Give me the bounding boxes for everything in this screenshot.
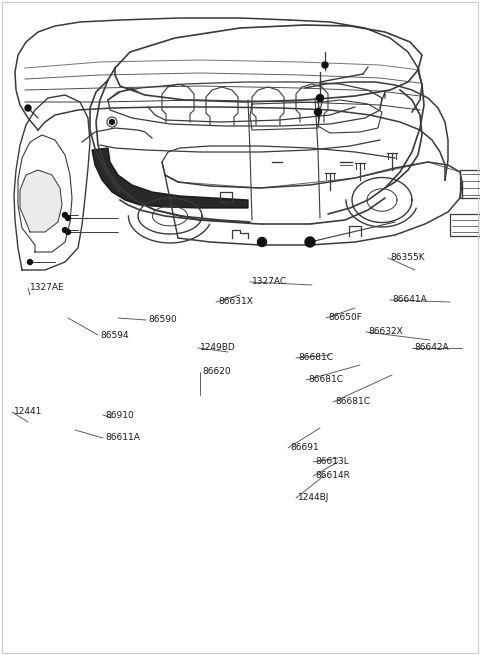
Text: 86594: 86594 xyxy=(100,331,129,339)
Circle shape xyxy=(25,105,31,111)
Text: 86681C: 86681C xyxy=(308,375,343,384)
Text: 86681C: 86681C xyxy=(335,398,370,407)
Text: 86614R: 86614R xyxy=(315,472,350,481)
Text: 86355K: 86355K xyxy=(390,253,425,263)
Text: 86641A: 86641A xyxy=(392,295,427,305)
Text: 12441: 12441 xyxy=(14,407,42,417)
Text: 1244BJ: 1244BJ xyxy=(298,493,329,502)
Text: 86590: 86590 xyxy=(148,316,177,324)
Text: 86631X: 86631X xyxy=(218,297,253,307)
Text: 1327AE: 1327AE xyxy=(30,284,65,293)
Circle shape xyxy=(62,212,68,217)
Text: 86613L: 86613L xyxy=(315,457,349,466)
Circle shape xyxy=(314,109,322,115)
Text: 1249BD: 1249BD xyxy=(200,343,236,352)
Polygon shape xyxy=(20,170,62,232)
Polygon shape xyxy=(92,148,248,208)
Circle shape xyxy=(305,237,315,247)
Text: 86611A: 86611A xyxy=(105,434,140,443)
Text: 86910: 86910 xyxy=(105,411,134,419)
Bar xyxy=(460,170,480,198)
Text: 86620: 86620 xyxy=(202,367,230,377)
Circle shape xyxy=(257,238,266,246)
Text: 86642A: 86642A xyxy=(414,343,449,352)
Text: 86681C: 86681C xyxy=(298,354,333,362)
Text: 86632X: 86632X xyxy=(368,328,403,337)
Text: 1327AC: 1327AC xyxy=(252,278,287,286)
Text: 86691: 86691 xyxy=(290,443,319,453)
Text: 86650F: 86650F xyxy=(328,314,362,322)
Circle shape xyxy=(27,259,33,265)
Bar xyxy=(450,214,480,236)
Circle shape xyxy=(62,227,68,233)
Circle shape xyxy=(65,215,71,221)
Circle shape xyxy=(322,62,328,68)
Circle shape xyxy=(65,229,71,234)
Circle shape xyxy=(316,94,324,102)
Circle shape xyxy=(109,119,115,124)
